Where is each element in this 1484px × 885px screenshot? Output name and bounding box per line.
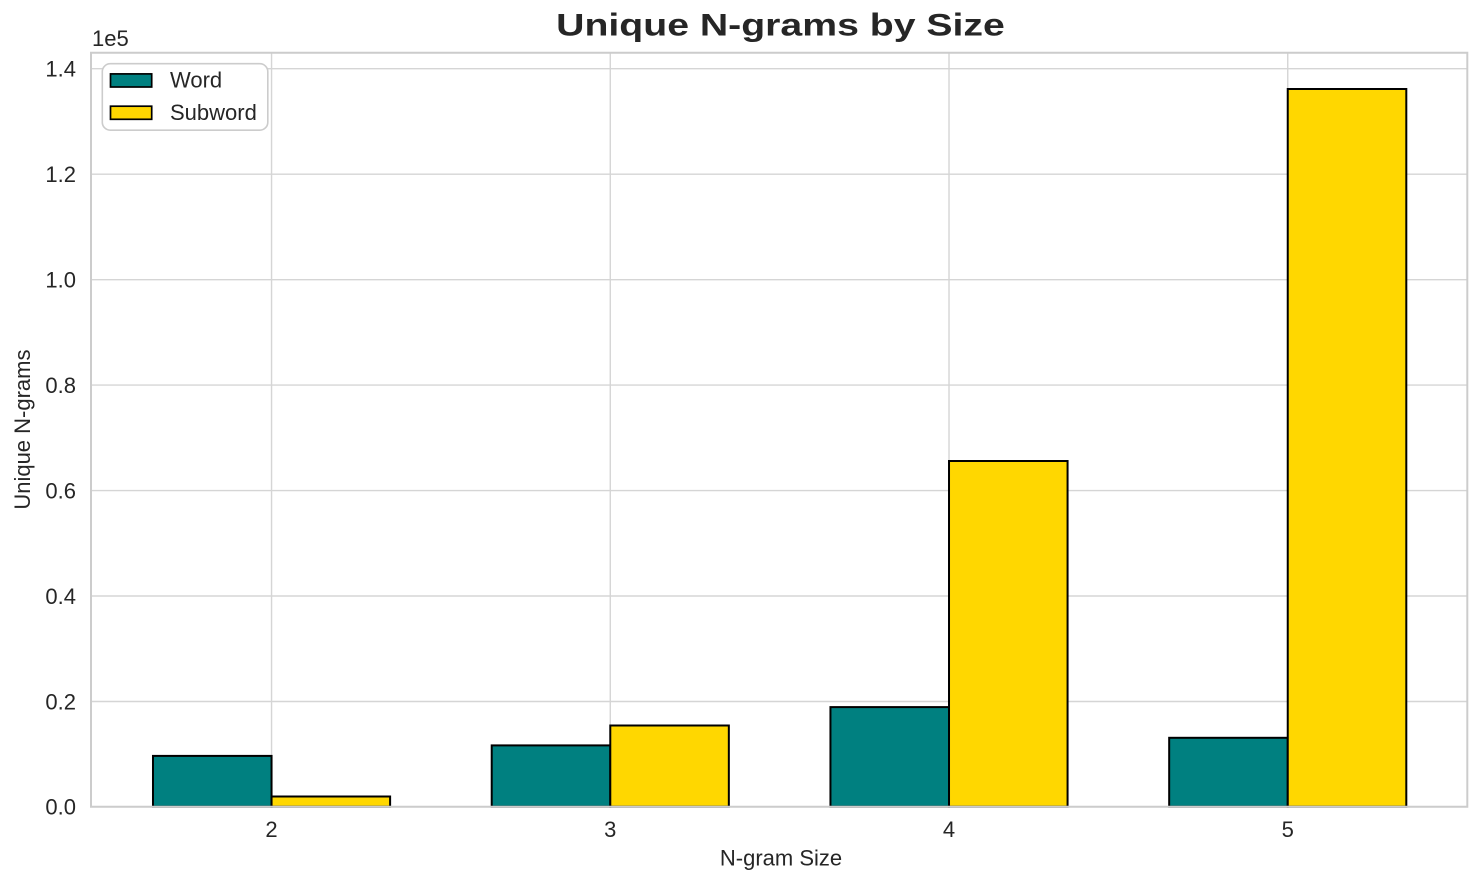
svg-text:N-gram Size: N-gram Size [720, 846, 842, 871]
svg-text:Unique N-grams: Unique N-grams [10, 350, 35, 510]
svg-text:3: 3 [604, 817, 616, 842]
svg-text:2: 2 [265, 817, 277, 842]
svg-text:0.8: 0.8 [45, 373, 76, 398]
svg-text:5: 5 [1282, 817, 1294, 842]
svg-text:4: 4 [943, 817, 955, 842]
svg-text:1e5: 1e5 [92, 26, 129, 51]
svg-text:0.6: 0.6 [45, 479, 76, 504]
svg-text:1.2: 1.2 [45, 162, 76, 187]
svg-text:0.0: 0.0 [45, 795, 76, 820]
svg-text:Word: Word [170, 68, 222, 93]
svg-text:1.0: 1.0 [45, 268, 76, 293]
svg-text:Unique N-grams by Size: Unique N-grams by Size [556, 7, 1005, 42]
svg-text:1.4: 1.4 [45, 57, 76, 82]
svg-text:0.2: 0.2 [45, 689, 76, 714]
svg-text:Subword: Subword [170, 100, 257, 125]
svg-text:0.4: 0.4 [45, 584, 76, 609]
